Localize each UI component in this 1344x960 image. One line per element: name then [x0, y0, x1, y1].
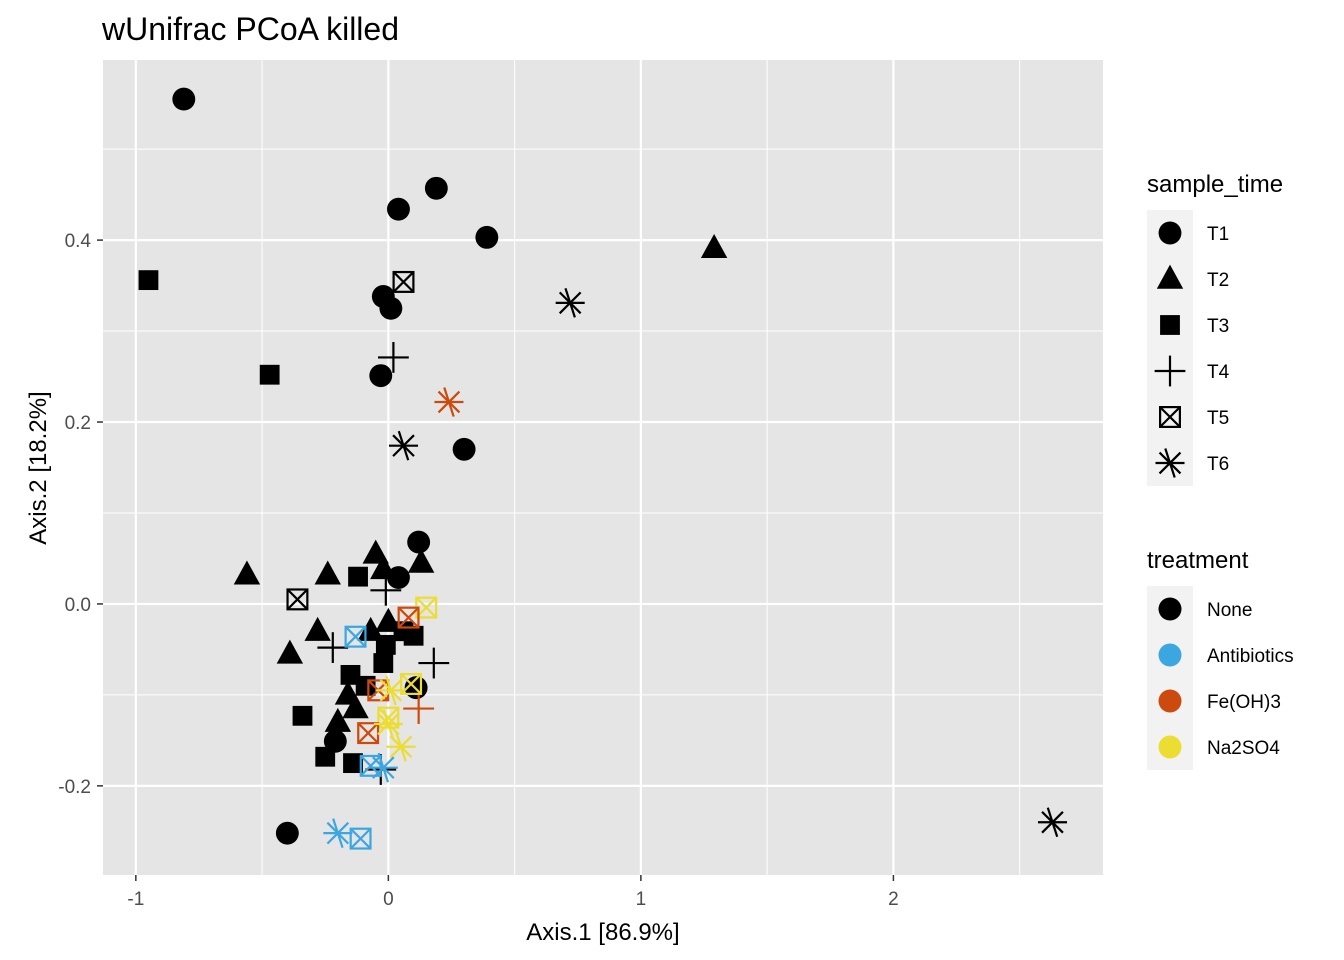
legend-label: Antibiotics [1207, 646, 1294, 667]
data-point [342, 694, 369, 719]
data-point [275, 821, 299, 845]
legend-key-t6 [1155, 448, 1185, 478]
legend-key-t3 [1160, 315, 1180, 335]
legend-key-t4 [1154, 355, 1186, 387]
legend-key-t1 [1158, 221, 1182, 245]
data-point [388, 430, 419, 461]
x-tick-label: 0 [383, 889, 394, 910]
panel-background [103, 60, 1103, 875]
data-point [379, 296, 403, 320]
legend-title-sample-time: sample_time [1147, 171, 1283, 198]
data-point [370, 555, 397, 580]
y-axis-title: Axis.2 [18.2%] [25, 391, 52, 544]
legend-key-t2 [1156, 264, 1184, 289]
legend-label: T5 [1207, 408, 1229, 429]
legend-label: Fe(OH)3 [1207, 692, 1281, 713]
data-point [233, 560, 261, 585]
data-point [259, 364, 280, 385]
data-point [292, 705, 313, 726]
data-point [286, 588, 309, 611]
data-point [324, 707, 352, 732]
legend-title-treatment: treatment [1147, 547, 1249, 574]
data-point [376, 675, 406, 706]
data-point [340, 664, 361, 685]
legend-label: T1 [1207, 224, 1229, 245]
y-tick-label: 0.0 [65, 595, 91, 616]
y-tick-label: 0.4 [65, 231, 92, 252]
legend-key-color [1158, 735, 1182, 759]
data-point [387, 197, 410, 221]
data-point [304, 616, 331, 641]
data-point [368, 752, 398, 783]
x-tick-label: 2 [888, 889, 899, 910]
x-axis-title: Axis.1 [86.9%] [526, 919, 679, 946]
y-tick-label: 0.2 [65, 413, 91, 434]
data-point [407, 548, 435, 573]
chart-title: wUnifrac PCoA killed [101, 11, 399, 47]
data-point [357, 616, 384, 641]
x-tick-label: 1 [636, 889, 647, 910]
legends: sample_time T1 T2 T3 T4 T5 T6 treatment None Anti… [1147, 171, 1294, 770]
data-point [424, 176, 448, 200]
data-point [276, 639, 304, 664]
legend-key-t5 [1158, 406, 1181, 429]
data-point [370, 574, 402, 606]
data-point [369, 364, 393, 388]
legend-key-color [1158, 597, 1182, 621]
data-point [343, 753, 363, 774]
data-point [403, 693, 435, 724]
data-point [418, 647, 450, 679]
data-point [375, 634, 396, 655]
data-point [315, 746, 336, 767]
data-point [373, 709, 403, 739]
data-point [555, 288, 585, 318]
legend-label: None [1207, 600, 1252, 621]
legend-label: T2 [1207, 270, 1229, 291]
data-point [393, 621, 414, 642]
data-point [475, 225, 499, 249]
legend-label: T3 [1207, 316, 1229, 337]
data-point [1037, 807, 1068, 838]
data-point [392, 270, 415, 293]
data-point [387, 566, 410, 590]
data-point [378, 342, 409, 373]
legend-label: T4 [1207, 362, 1230, 383]
data-point [397, 606, 420, 629]
legend-label: T6 [1207, 454, 1229, 475]
data-points [138, 87, 1068, 850]
data-point [138, 270, 159, 291]
data-point [452, 437, 476, 461]
axes: -1 0 1 2 -0.2 0.0 0.2 0.4 [58, 231, 898, 910]
x-tick-label: -1 [127, 889, 144, 910]
data-point [407, 530, 431, 554]
data-point [434, 387, 464, 417]
data-point [317, 632, 349, 664]
legend-label: Na2SO4 [1207, 738, 1280, 759]
data-point [373, 653, 394, 673]
data-point [314, 560, 341, 585]
y-tick-label: -0.2 [58, 777, 91, 798]
data-point [344, 625, 367, 648]
legend-key-color [1158, 689, 1182, 713]
data-point [349, 827, 372, 850]
data-point [172, 87, 196, 111]
data-point [348, 566, 368, 587]
data-point [386, 731, 416, 762]
plot-panel [103, 60, 1103, 875]
data-point [700, 233, 728, 258]
data-point [323, 818, 353, 849]
legend-key-color [1158, 643, 1182, 667]
